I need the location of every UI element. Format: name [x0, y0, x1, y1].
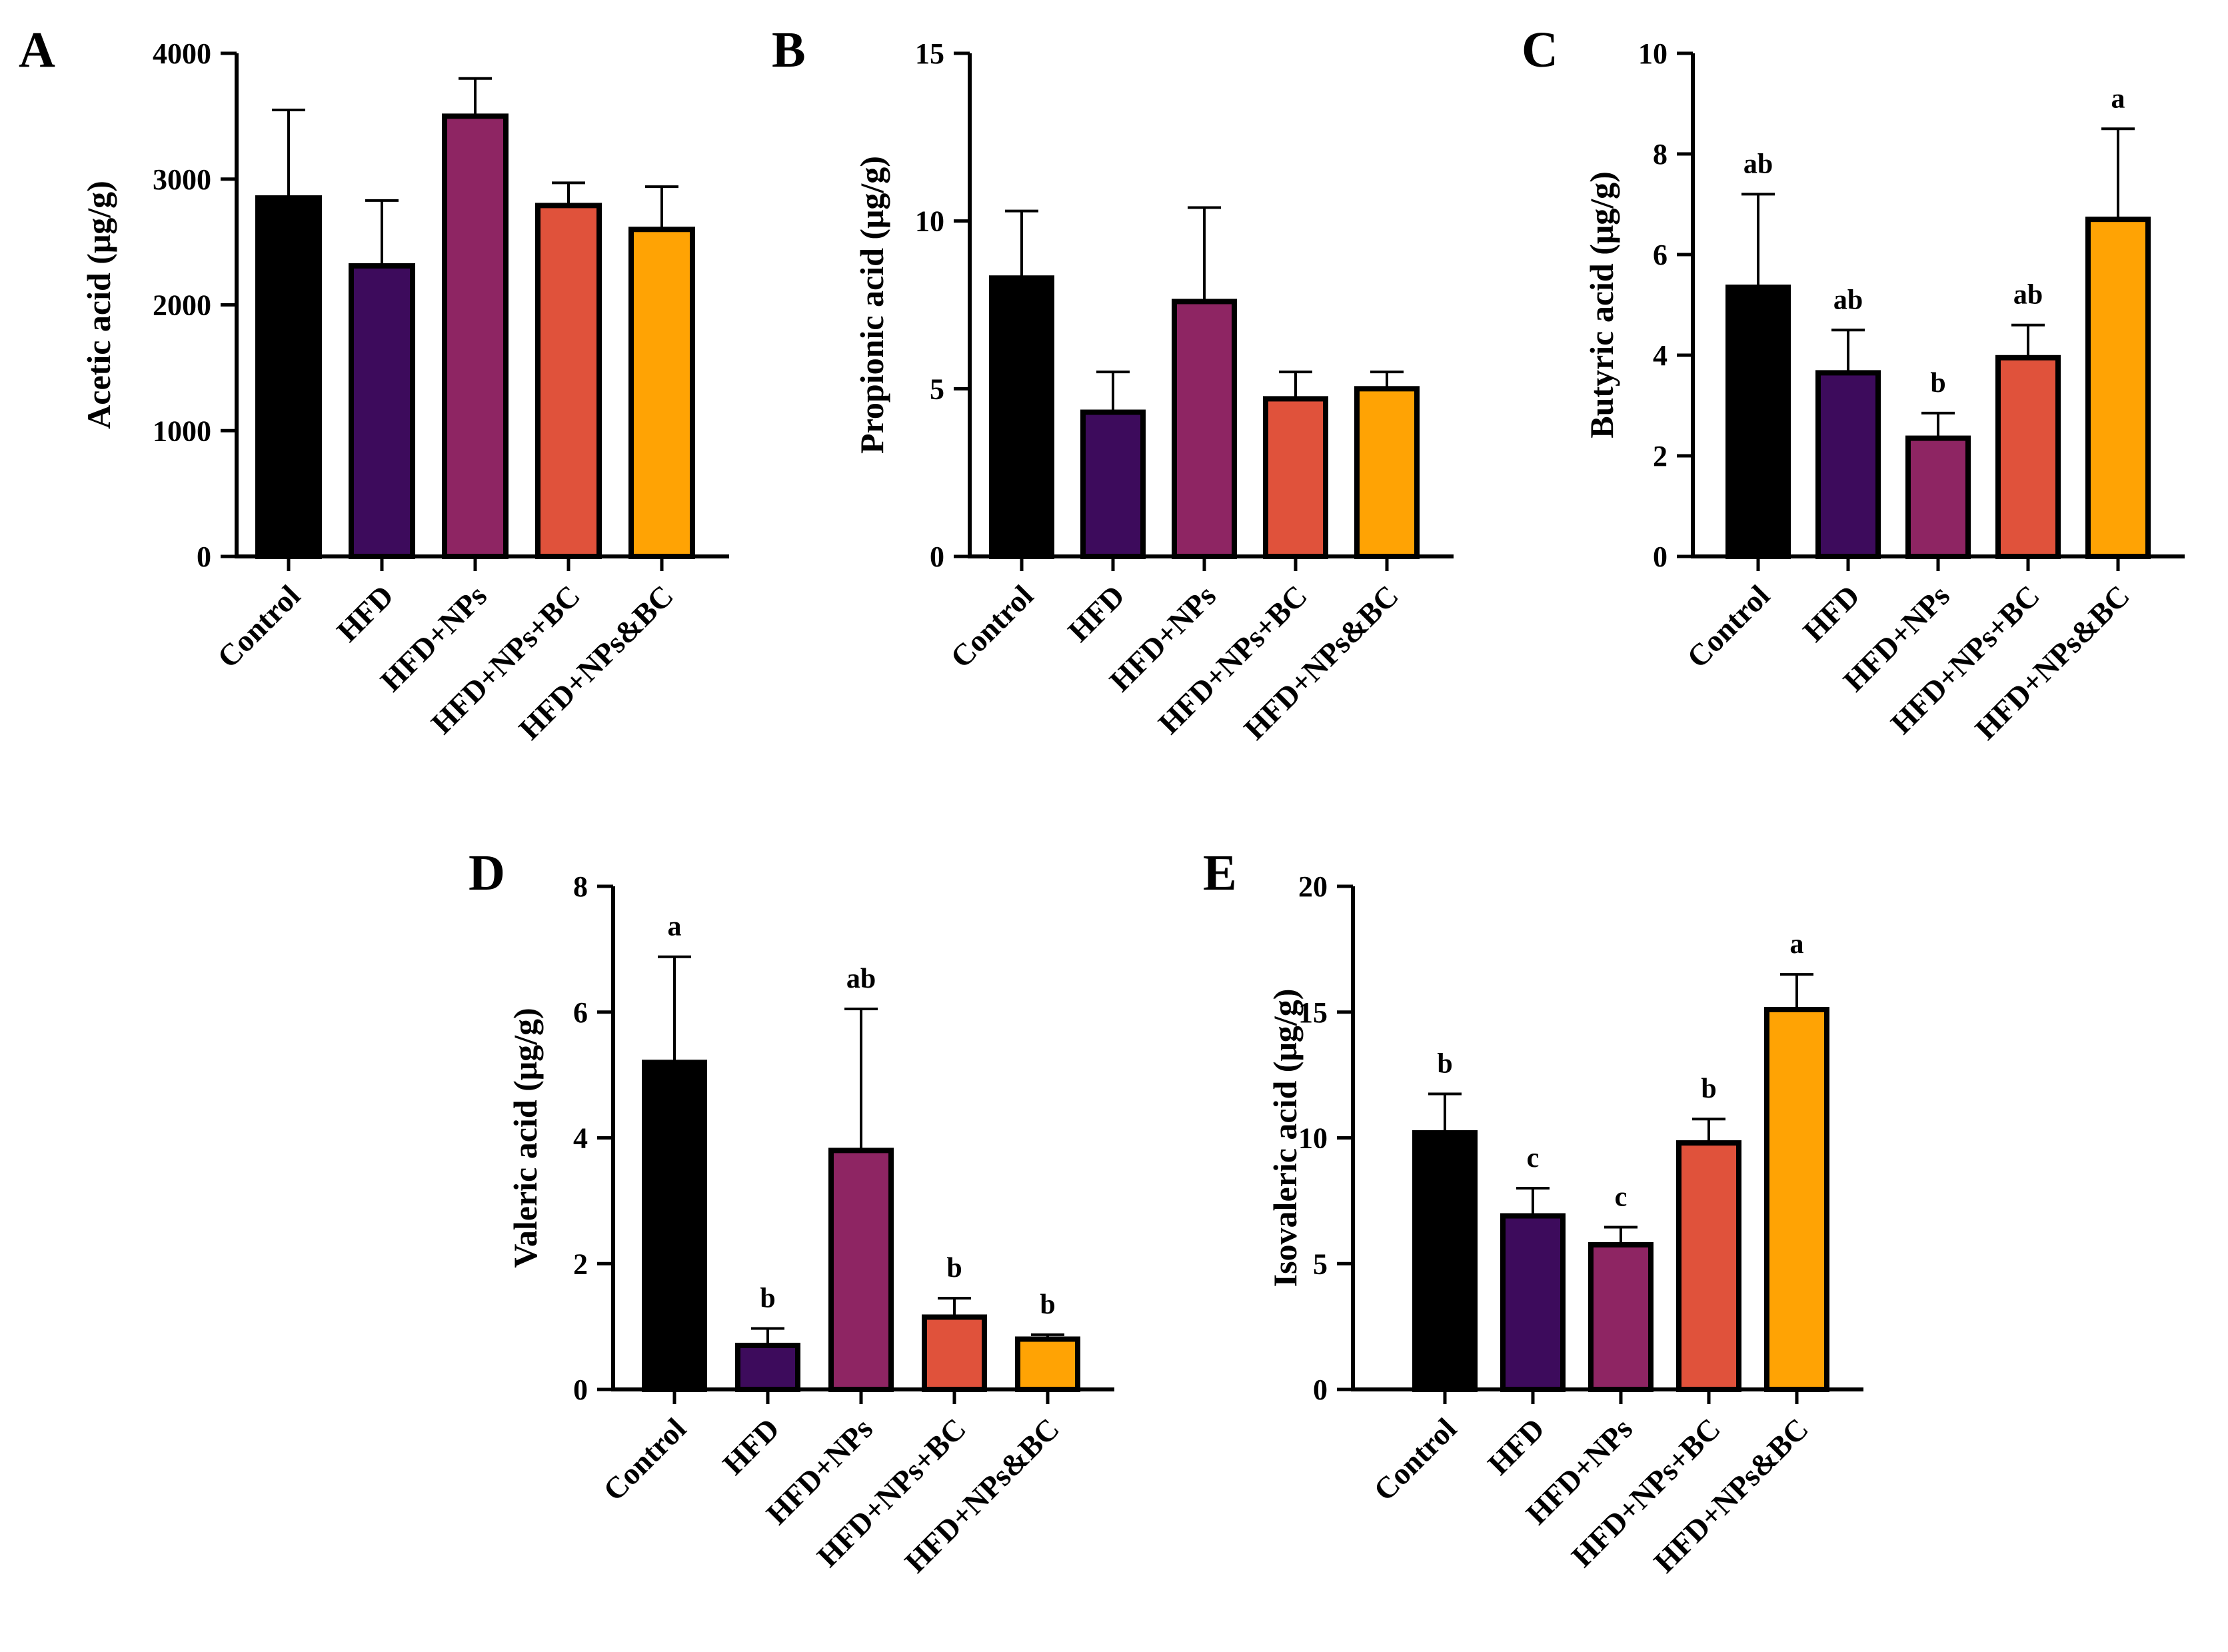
bar-control: [1725, 285, 1791, 559]
y-tick-label: 4000: [153, 37, 211, 70]
y-axis-title: Butyric acid (μg/g): [1583, 171, 1620, 438]
x-tick-label: HFD: [330, 578, 400, 648]
x-tick-label: HFD: [1061, 578, 1131, 648]
bar-hfd-nps: [1588, 1241, 1654, 1392]
significance-label: a: [668, 912, 682, 942]
significance-label: b: [760, 1283, 775, 1313]
bar-control: [255, 195, 322, 559]
bar-control: [1412, 1130, 1478, 1392]
y-tick-label: 0: [1653, 540, 1668, 573]
y-tick-label: 2000: [153, 289, 211, 322]
bar-hfd-nps-bc: [1676, 1140, 1741, 1393]
y-tick-label: 15: [915, 37, 944, 70]
bar-hfd: [735, 1342, 800, 1392]
y-tick-label: 10: [1298, 1122, 1328, 1155]
x-tick-label: Control: [1367, 1411, 1463, 1507]
x-tick-label: HFD+NPs&BC: [1648, 1411, 1815, 1579]
y-tick-label: 0: [573, 1373, 588, 1406]
y-tick-label: 4: [1653, 339, 1668, 372]
y-tick-label: 4: [573, 1122, 588, 1155]
y-tick-label: 10: [1638, 37, 1668, 70]
significance-label: b: [1930, 368, 1945, 399]
x-tick-label: HFD: [1481, 1411, 1551, 1481]
significance-label: ab: [1743, 149, 1773, 179]
panel-letter: D: [469, 845, 505, 901]
significance-label: ab: [846, 964, 876, 994]
bar-hfd-nps-bc: [1995, 355, 2061, 560]
y-tick-label: 15: [1298, 996, 1328, 1029]
x-tick-label: Control: [596, 1411, 692, 1507]
y-axis-title: Acetic acid (μg/g): [80, 181, 117, 429]
x-tick-label: HFD+NPs&BC: [1969, 578, 2137, 746]
significance-label: ab: [2013, 280, 2043, 311]
significance-label: ab: [1833, 285, 1863, 315]
y-tick-label: 0: [197, 540, 211, 573]
x-tick-label: HFD: [1796, 578, 1866, 648]
x-tick-label: HFD+NPs+BC: [1565, 1411, 1727, 1573]
y-axis-title: Valeric acid (μg/g): [507, 1008, 544, 1267]
bar-hfd: [349, 263, 415, 559]
y-tick-label: 5: [930, 373, 944, 405]
y-tick-label: 3000: [153, 163, 211, 196]
significance-label: b: [1701, 1074, 1716, 1104]
significance-label: a: [2111, 83, 2125, 114]
y-tick-label: 5: [1313, 1247, 1328, 1280]
bar-control: [642, 1060, 707, 1392]
significance-label: a: [1790, 929, 1804, 960]
bar-hfd-nps-bc: [922, 1314, 987, 1392]
y-axis-title: Isovaleric acid (μg/g): [1266, 989, 1304, 1287]
bar-hfd-nps-bc: [1354, 386, 1420, 559]
bar-hfd: [1080, 409, 1146, 559]
bar-hfd-nps-bc: [628, 227, 695, 559]
y-tick-label: 0: [1313, 1373, 1328, 1406]
y-tick-label: 20: [1298, 870, 1328, 903]
bar-hfd-nps: [442, 113, 509, 559]
significance-label: c: [1615, 1182, 1628, 1213]
panel-b: B 0 5 10 15 Propionic acid (μg/g) Control HFD HF…: [772, 22, 1454, 746]
x-tick-label: Control: [211, 578, 307, 674]
bar-hfd-nps: [1905, 435, 1971, 560]
y-tick-label: 10: [915, 205, 944, 238]
panel-e: E 0 5 10 15 20 Isovaleric acid (μg/g) b Control c…: [1203, 845, 1863, 1579]
panel-letter: E: [1203, 845, 1237, 901]
significance-label: b: [1437, 1048, 1452, 1079]
bar-hfd: [1815, 370, 1881, 559]
bar-hfd-nps-bc: [1764, 1006, 1829, 1392]
y-tick-label: 2: [1653, 440, 1668, 472]
significance-label: c: [1527, 1143, 1540, 1174]
y-tick-label: 1000: [153, 414, 211, 447]
bar-hfd-nps-bc: [535, 203, 602, 559]
y-tick-label: 6: [1653, 239, 1668, 271]
x-tick-label: Control: [944, 578, 1040, 674]
bar-control: [989, 275, 1054, 559]
x-tick-label: HFD: [716, 1411, 786, 1481]
y-tick-label: 2: [573, 1247, 588, 1280]
y-tick-label: 6: [573, 996, 588, 1029]
significance-label: b: [946, 1253, 962, 1283]
bar-hfd: [1500, 1213, 1566, 1393]
bar-hfd-nps: [1172, 299, 1237, 559]
x-tick-label: Control: [1680, 578, 1776, 674]
y-axis-title: Propionic acid (μg/g): [853, 156, 890, 454]
bar-hfd-nps-bc: [2085, 217, 2151, 559]
y-tick-label: 0: [930, 540, 944, 573]
y-tick-label: 8: [1653, 138, 1668, 171]
significance-label: b: [1040, 1289, 1055, 1320]
bar-hfd-nps-bc: [1015, 1336, 1080, 1392]
panel-letter: C: [1522, 22, 1558, 78]
y-tick-label: 8: [573, 870, 588, 903]
panel-a: A 0 1000 2000 3000 4000 Acetic acid (μg/g) Cont…: [19, 22, 729, 746]
bar-hfd-nps: [828, 1148, 894, 1392]
panel-letter: A: [19, 22, 55, 78]
bar-hfd-nps-bc: [1263, 396, 1328, 560]
x-tick-label: HFD+NPs&BC: [1238, 578, 1406, 746]
panel-letter: B: [772, 22, 806, 78]
